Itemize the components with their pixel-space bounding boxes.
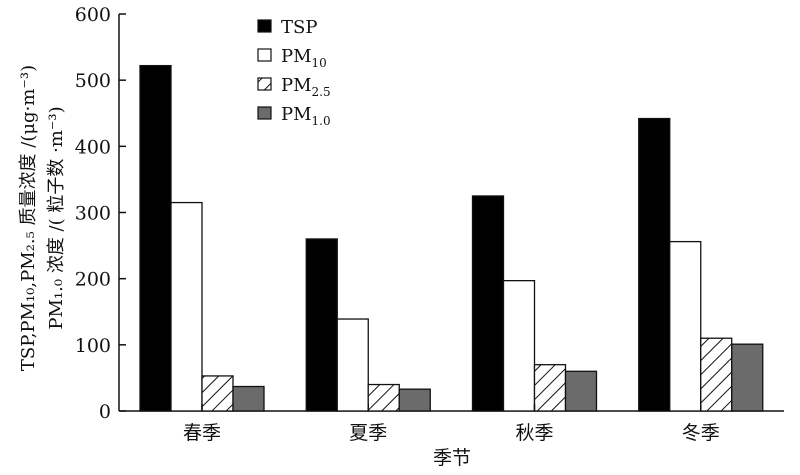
bar-PM25-2	[533, 364, 567, 412]
bar-TSP-2	[471, 195, 505, 412]
bar-PM10-0	[170, 201, 203, 412]
bar-TSP-1	[305, 238, 338, 412]
bar-PM10-3	[669, 240, 702, 412]
bar-PM10-1	[398, 388, 431, 412]
bar-PM25-0	[201, 375, 234, 412]
legend-label-0: TSP	[281, 17, 317, 38]
y-tick-label: 600	[75, 4, 111, 26]
bar-TSP-3	[638, 117, 671, 412]
legend-label-3: PM1.0	[281, 104, 331, 128]
legend-label-1: PM10	[281, 46, 327, 70]
legend-swatch-0	[257, 19, 272, 33]
bar-PM10-2	[502, 280, 536, 412]
y-tick-label: 500	[75, 70, 111, 92]
legend-label-2: PM2.5	[281, 75, 331, 99]
y-tick-label: 100	[75, 335, 111, 357]
bars	[139, 64, 764, 412]
bar-PM10-1	[336, 318, 369, 412]
x-tick-label: 冬季	[682, 422, 720, 444]
bar-PM10-3	[731, 343, 764, 412]
x-axis-label: 季节	[433, 447, 471, 469]
bar-TSP-0	[139, 64, 172, 412]
legend-swatch-3	[257, 106, 272, 120]
legend-swatch-1	[257, 48, 272, 62]
bar-PM25-1	[367, 383, 400, 412]
x-tick-label: 春季	[183, 422, 221, 444]
y-tick-label: 0	[99, 401, 111, 423]
legend: TSP PM10 PM2.5 PM1.0	[257, 17, 331, 128]
bar-PM10-2	[564, 370, 598, 412]
y-tick-label: 200	[75, 269, 111, 291]
y-axis-label-line2: PM₁.₀ 浓度 /( 粒子数 ·m⁻³)	[46, 106, 67, 329]
y-tick-label: 400	[75, 136, 111, 158]
x-axis-categories: 春季 夏季 秋季 冬季	[183, 404, 720, 444]
bar-PM25-3	[700, 337, 733, 412]
y-axis-label-line1: TSP,PM₁₀,PM₂.₅ 质量浓度 /(μg·m⁻³)	[18, 65, 39, 371]
x-tick-label: 秋季	[515, 422, 553, 444]
x-tick-label: 夏季	[349, 422, 387, 444]
y-axis-ticks: 0 100 200 300 400 500 600	[75, 4, 126, 423]
bar-PM10-0	[232, 385, 265, 412]
legend-swatch-2	[257, 77, 272, 91]
y-tick-label: 300	[75, 203, 111, 225]
